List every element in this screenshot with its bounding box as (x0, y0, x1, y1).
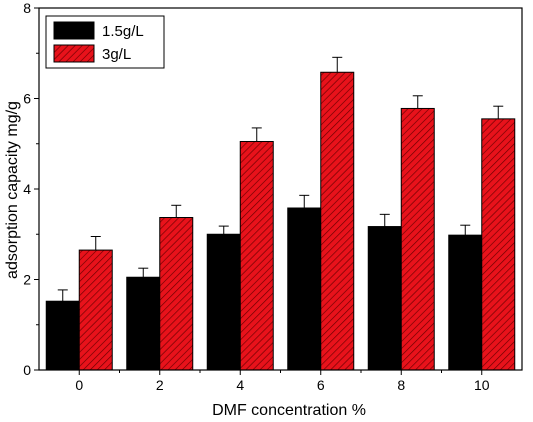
error-bar-series2-6 (332, 56, 343, 73)
legend-swatch-series2 (53, 44, 95, 63)
legend-label-series1: 1.5g/L (102, 23, 144, 40)
error-bar-series1-2 (138, 267, 149, 278)
error-bars-layer (57, 56, 504, 302)
y-tick-label-8: 8 (23, 0, 31, 16)
x-tick-label-8: 8 (397, 377, 405, 393)
x-axis-title: DMF concentration % (212, 402, 366, 419)
bars-layer (45, 71, 516, 371)
x-tick-label-10: 10 (474, 377, 490, 393)
error-bar-series2-8 (412, 95, 423, 109)
y-tick-label-4: 4 (23, 181, 31, 197)
error-bar-series2-0 (90, 236, 101, 251)
bar-series1-0 (45, 300, 80, 371)
bar-series2-8 (400, 107, 435, 371)
x-tick-label-6: 6 (317, 377, 325, 393)
x-tick-label-4: 4 (236, 377, 244, 393)
bar-series1-6 (287, 207, 322, 371)
bar-series2-10 (481, 118, 516, 371)
x-tick-label-0: 0 (75, 377, 83, 393)
error-bar-series1-0 (57, 289, 68, 302)
bar-series2-0 (78, 249, 113, 371)
legend-swatch-series1 (53, 21, 95, 40)
error-bar-series1-8 (379, 213, 390, 227)
bar-series1-8 (367, 226, 402, 371)
y-tick-label-0: 0 (23, 362, 31, 378)
bar-series1-10 (448, 234, 483, 371)
bar-series2-6 (320, 71, 355, 371)
x-tick-label-2: 2 (156, 377, 164, 393)
bar-series1-2 (126, 276, 161, 371)
bar-series2-2 (159, 217, 194, 371)
bar-series2-4 (239, 140, 274, 371)
error-bar-series1-10 (460, 224, 471, 236)
y-tick-label-2: 2 (23, 272, 31, 288)
axes-layer: 0 2 4 6 8 10 0 2 4 6 8 (23, 0, 523, 393)
error-bar-series2-2 (171, 204, 182, 218)
y-axis-title: adsorption capacity mg/g (4, 101, 21, 279)
error-bar-series1-6 (299, 194, 310, 209)
error-bar-series2-10 (493, 105, 504, 119)
plot-frame (38, 7, 523, 371)
legend: 1.5g/L 3g/L (45, 15, 165, 69)
bar-series1-4 (206, 233, 241, 371)
y-tick-label-6: 6 (23, 91, 31, 107)
legend-label-series2: 3g/L (102, 46, 131, 63)
error-bar-series1-4 (218, 225, 229, 235)
error-bar-series2-4 (251, 127, 262, 142)
